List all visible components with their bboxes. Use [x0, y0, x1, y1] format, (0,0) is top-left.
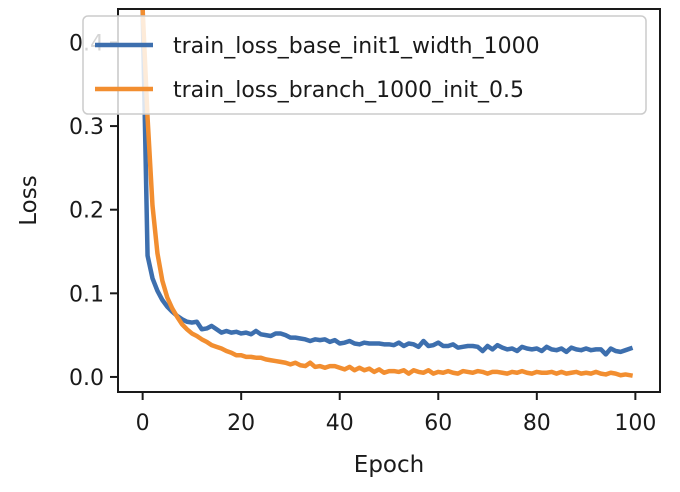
legend-box: [82, 15, 647, 115]
series-lines: [140, 9, 634, 378]
y-tick-label: 0.2: [69, 199, 104, 224]
series-line-2: [140, 9, 634, 378]
plot-frame: [117, 8, 661, 393]
y-axis-label: Loss: [16, 175, 42, 225]
y-tick-label: 0.3: [69, 115, 104, 140]
x-tick-label: 0: [136, 411, 150, 436]
legend: train_loss_base_init1_width_1000 train_lo…: [82, 15, 647, 115]
x-tick-label: 100: [614, 411, 656, 436]
x-tick-label: 20: [227, 411, 255, 436]
legend-label-1: train_loss_base_init1_width_1000: [173, 34, 540, 59]
x-tick-label: 40: [326, 411, 354, 436]
x-ticks: 0 20 40 60 80 100: [136, 392, 656, 436]
x-tick-label: 80: [523, 411, 551, 436]
legend-label-2: train_loss_branch_1000_init_0.5: [173, 78, 524, 103]
y-tick-label: 0.1: [69, 282, 104, 307]
y-tick-label: 0.0: [69, 366, 104, 391]
x-axis-label: Epoch: [354, 452, 424, 478]
series-line-1: [140, 9, 634, 357]
x-tick-label: 60: [424, 411, 452, 436]
